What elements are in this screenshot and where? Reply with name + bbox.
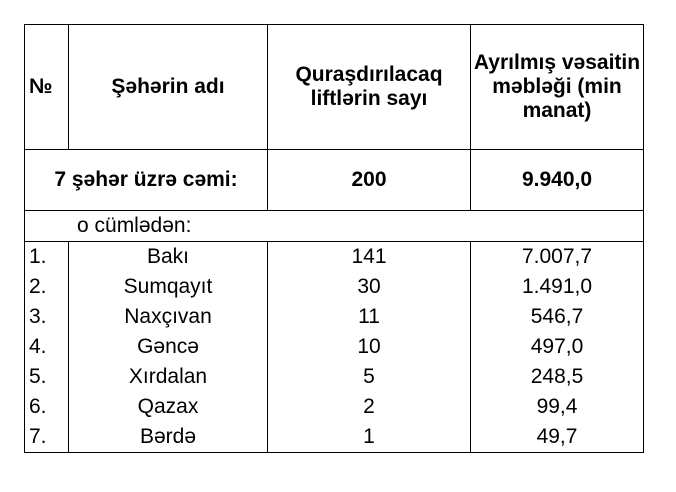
row-lifts: 30 — [267, 272, 471, 302]
row-funds: 49,7 — [470, 422, 644, 453]
subheading-label: o cümlədən: — [24, 210, 644, 242]
row-city: Bakı — [68, 241, 268, 272]
table-row: 4. Gəncə 10 497,0 — [24, 332, 644, 362]
row-city: Bərdə — [68, 422, 268, 453]
row-city: Naxçıvan — [68, 302, 268, 332]
header-city-name: Şəhərin adı — [68, 24, 268, 150]
row-funds: 7.007,7 — [470, 241, 644, 272]
row-city: Qazax — [68, 392, 268, 422]
row-funds: 248,5 — [470, 362, 644, 392]
row-city: Sumqayıt — [68, 272, 268, 302]
row-number: 1. — [24, 241, 69, 272]
table-row: 1. Bakı 141 7.007,7 — [24, 241, 644, 272]
header-allocated-funds: Ayrılmış vəsaitin məbləği (min manat) — [470, 24, 644, 150]
subheading-row: o cümlədən: — [24, 210, 644, 242]
row-funds: 546,7 — [470, 302, 644, 332]
row-city: Gəncə — [68, 332, 268, 362]
row-lifts: 11 — [267, 302, 471, 332]
total-row: 7 şəhər üzrə cəmi: 200 9.940,0 — [24, 149, 644, 211]
lifts-table: № Şəhərin adı Quraşdırılacaq liftlərin s… — [24, 24, 644, 453]
row-city: Xırdalan — [68, 362, 268, 392]
row-funds: 497,0 — [470, 332, 644, 362]
row-number: 7. — [24, 422, 69, 453]
row-funds: 1.491,0 — [470, 272, 644, 302]
row-lifts: 1 — [267, 422, 471, 453]
table-row: 6. Qazax 2 99,4 — [24, 392, 644, 422]
row-lifts: 5 — [267, 362, 471, 392]
row-number: 5. — [24, 362, 69, 392]
table-row: 7. Bərdə 1 49,7 — [24, 422, 644, 453]
row-number: 6. — [24, 392, 69, 422]
header-lift-count: Quraşdırılacaq liftlərin sayı — [267, 24, 471, 150]
row-number: 4. — [24, 332, 69, 362]
row-lifts: 10 — [267, 332, 471, 362]
row-number: 3. — [24, 302, 69, 332]
row-funds: 99,4 — [470, 392, 644, 422]
header-number: № — [24, 24, 69, 150]
total-label: 7 şəhər üzrə cəmi: — [24, 149, 268, 211]
total-lifts: 200 — [267, 149, 471, 211]
row-lifts: 2 — [267, 392, 471, 422]
row-lifts: 141 — [267, 241, 471, 272]
total-funds: 9.940,0 — [470, 149, 644, 211]
table-row: 3. Naxçıvan 11 546,7 — [24, 302, 644, 332]
header-row: № Şəhərin adı Quraşdırılacaq liftlərin s… — [24, 24, 644, 150]
row-number: 2. — [24, 272, 69, 302]
table-row: 2. Sumqayıt 30 1.491,0 — [24, 272, 644, 302]
table-row: 5. Xırdalan 5 248,5 — [24, 362, 644, 392]
